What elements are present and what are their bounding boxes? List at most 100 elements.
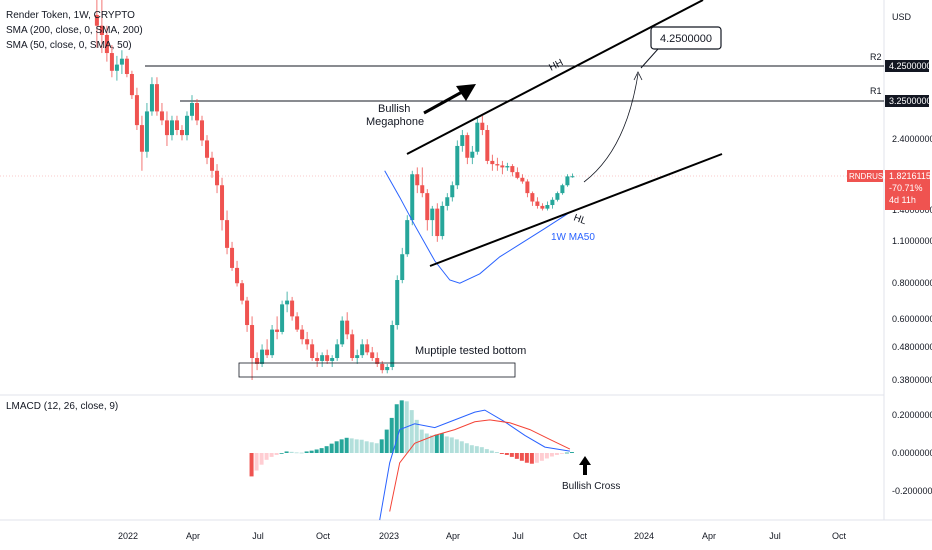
bottom-label: Muptiple tested bottom — [415, 345, 526, 357]
macd-tick: 0.2000000 — [892, 410, 932, 420]
candle — [99, 0, 104, 54]
time-tick: Jul — [512, 531, 524, 541]
candle-body — [480, 122, 485, 131]
candle-body — [405, 220, 410, 255]
candle — [370, 346, 375, 361]
macd-legend[interactable]: LMACD (12, 26, close, 9) — [6, 401, 119, 412]
price-axis[interactable]: USD 2.4000000 1.4000000 1.1000000 0.8000… — [847, 12, 932, 385]
candle-body — [530, 193, 535, 202]
candle-body — [455, 145, 460, 186]
macd-bar — [439, 433, 444, 453]
time-axis[interactable]: 2022 Apr Jul Oct 2023 Apr Jul Oct 2024 A… — [118, 531, 847, 541]
candle — [330, 355, 335, 367]
candle-body — [114, 64, 119, 71]
candle-body — [350, 334, 355, 359]
megaphone-lower-line[interactable] — [429, 153, 723, 267]
candle — [555, 191, 560, 202]
chart-title[interactable]: Render Token, 1W, CRYPTO — [6, 10, 135, 21]
macd-bar — [394, 404, 399, 453]
candle-body — [470, 151, 475, 158]
candle — [345, 312, 350, 340]
candle-body — [415, 174, 420, 186]
price-tick: 2.4000000 — [892, 134, 932, 144]
projection-curve[interactable] — [583, 73, 639, 183]
candle-body — [440, 205, 445, 237]
candle — [565, 174, 570, 187]
macd-bar — [504, 453, 509, 455]
macd-bar — [544, 453, 549, 459]
time-tick: Jul — [252, 531, 264, 541]
candle — [114, 55, 119, 81]
candle — [525, 179, 530, 198]
candle-body — [104, 34, 109, 54]
candle — [560, 183, 565, 195]
r2-price-text: 4.2500000 — [889, 61, 932, 71]
candle — [240, 280, 245, 305]
cross-label: Bullish Cross — [562, 481, 620, 492]
candle-body — [300, 329, 305, 340]
symbol-text: RNDRUSD — [849, 172, 889, 181]
candle — [570, 173, 575, 178]
candle — [505, 162, 510, 171]
candle — [159, 103, 164, 126]
macd-bar — [334, 441, 339, 453]
macd-bar — [304, 451, 309, 453]
time-tick: 2023 — [379, 531, 399, 541]
macd-bar — [454, 439, 459, 453]
candle-body — [260, 349, 265, 364]
pattern-label-line2: Megaphone — [366, 116, 424, 128]
macd-bar — [269, 453, 274, 457]
candle — [415, 167, 420, 194]
candle-body — [325, 355, 330, 361]
macd-bar — [264, 453, 269, 460]
candle — [144, 103, 149, 158]
candle-body — [154, 84, 159, 112]
target-callout-box[interactable] — [650, 26, 722, 50]
candle — [109, 45, 114, 78]
macd-bar — [534, 453, 539, 463]
sma200-legend[interactable]: SMA (200, close, 0, SMA, 200) — [6, 25, 143, 36]
candle — [365, 339, 370, 356]
candle — [490, 154, 495, 171]
macd-bar — [459, 441, 464, 453]
candle — [285, 291, 290, 313]
sma50-legend[interactable]: SMA (50, close, 0, SMA, 50) — [6, 40, 132, 51]
macd-bar — [479, 447, 484, 453]
candle-body — [410, 174, 415, 221]
macd-tick: -0.2000000 — [892, 486, 932, 496]
candle-body — [355, 355, 360, 359]
candle-body — [290, 300, 295, 317]
macd-axis[interactable]: 0.2000000 0.0000000 -0.2000000 — [892, 410, 932, 496]
candle-body — [570, 176, 575, 178]
candle — [325, 349, 330, 364]
bottom-range-box[interactable] — [238, 362, 516, 378]
megaphone-upper-line[interactable] — [406, 0, 704, 155]
candle-body — [144, 111, 149, 152]
macd-bar — [449, 437, 454, 453]
time-tick: 2022 — [118, 531, 138, 541]
projection-arrow-icon — [633, 71, 643, 81]
ma50-line — [384, 170, 571, 284]
candle-body — [109, 53, 114, 71]
macd-bar — [389, 417, 394, 453]
candle — [500, 160, 505, 175]
candle-body — [500, 165, 505, 168]
countdown-text: 4d 11h — [889, 195, 916, 205]
macd-bar — [314, 449, 319, 453]
macd-bar — [469, 445, 474, 453]
macd-bar — [284, 451, 289, 453]
macd-bar — [419, 429, 424, 453]
candle — [154, 77, 159, 116]
macd-bar — [429, 435, 434, 453]
candle-body — [335, 344, 340, 359]
candle-body — [310, 344, 315, 359]
candle-body — [400, 254, 405, 281]
candle-body — [475, 122, 480, 152]
macd-bar — [559, 453, 564, 454]
symbol-badge — [847, 170, 883, 182]
candle-body — [265, 349, 270, 356]
last-price-text: 1.8216115 — [889, 171, 931, 181]
currency-label: USD — [892, 12, 912, 22]
macd-bar — [309, 450, 314, 453]
